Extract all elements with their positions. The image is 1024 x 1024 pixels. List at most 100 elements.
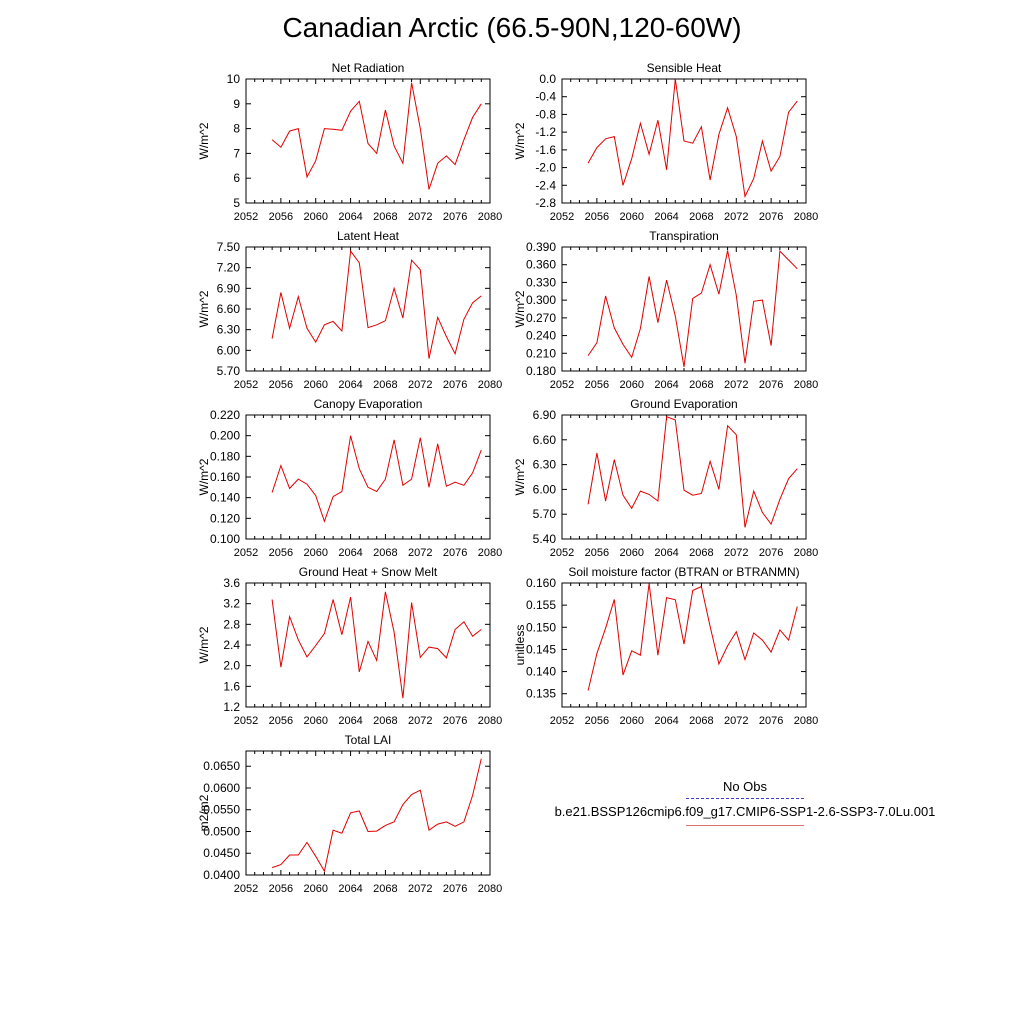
x-tick-label: 2080 <box>478 211 502 223</box>
panel-title: Transpiration <box>649 229 719 243</box>
x-tick-label: 2052 <box>234 379 258 391</box>
series-line <box>271 82 482 190</box>
plot-frame <box>561 246 807 372</box>
y-tick-label: -2.4 <box>535 178 556 192</box>
x-tick-label: 2052 <box>234 715 258 727</box>
x-tick-label: 2072 <box>408 547 432 559</box>
x-tick-label: 2064 <box>654 211 678 223</box>
x-tick-label: 2068 <box>373 715 397 727</box>
y-tick-label: 6 <box>233 171 240 185</box>
panel-title: Ground Heat + Snow Melt <box>299 565 438 579</box>
x-tick-label: 2052 <box>234 547 258 559</box>
x-tick-label: 2060 <box>303 715 327 727</box>
x-tick-label: 2056 <box>585 547 609 559</box>
x-tick-label: 2072 <box>724 379 748 391</box>
panel-title: Ground Evaporation <box>630 397 737 411</box>
x-tick-label: 2076 <box>443 883 467 895</box>
y-tick-label: 0.0550 <box>203 803 240 817</box>
y-tick-label: 5.40 <box>533 532 557 546</box>
y-tick-label: 0.180 <box>210 449 240 463</box>
y-tick-label: 6.90 <box>533 408 557 422</box>
x-tick-label: 2056 <box>269 715 293 727</box>
chart-panel: 2052 2056 2060 2064 2068 2072 2076 2080 0.0400 0.… <box>197 733 502 895</box>
y-tick-label: 3.2 <box>223 597 240 611</box>
y-axis-label: W/m^2 <box>197 290 211 327</box>
y-tick-label: 8 <box>233 122 240 136</box>
y-tick-label: -2.8 <box>535 196 556 210</box>
x-tick-label: 2060 <box>303 379 327 391</box>
legend-obs-line <box>686 798 804 799</box>
plot-frame <box>245 582 491 708</box>
series-line <box>587 583 798 691</box>
y-axis-label: W/m^2 <box>513 290 527 327</box>
y-tick-label: 3.6 <box>223 576 240 590</box>
y-tick-label: 6.00 <box>217 343 241 357</box>
y-axis-label: W/m^2 <box>513 122 527 159</box>
y-tick-label: 0.140 <box>526 665 556 679</box>
legend: No Obs b.e21.BSSP126cmip6.f09_g17.CMIP6-… <box>520 778 970 826</box>
y-tick-label: 0.100 <box>210 532 240 546</box>
y-tick-label: 0.200 <box>210 429 240 443</box>
x-tick-label: 2080 <box>478 715 502 727</box>
y-tick-label: 0.135 <box>526 687 556 701</box>
y-tick-label: 0.160 <box>526 576 556 590</box>
chart-panel: 2052 2056 2060 2064 2068 2072 2076 2080 1.2 1.6 2.… <box>197 565 502 727</box>
y-tick-label: 2.0 <box>223 659 240 673</box>
x-tick-label: 2080 <box>794 211 818 223</box>
panel-title: Total LAI <box>345 733 392 747</box>
x-tick-label: 2056 <box>269 211 293 223</box>
plot-frame <box>561 582 807 708</box>
y-tick-label: -0.8 <box>535 107 556 121</box>
y-tick-label: 1.2 <box>223 700 240 714</box>
y-tick-label: 7 <box>233 146 240 160</box>
x-tick-label: 2068 <box>689 547 713 559</box>
x-tick-label: 2068 <box>689 379 713 391</box>
x-tick-label: 2076 <box>759 379 783 391</box>
y-tick-label: -0.4 <box>535 90 556 104</box>
y-tick-label: 0.390 <box>526 240 556 254</box>
x-tick-label: 2076 <box>759 211 783 223</box>
y-tick-label: -1.6 <box>535 143 556 157</box>
y-tick-label: 0.160 <box>210 470 240 484</box>
x-tick-label: 2060 <box>303 883 327 895</box>
x-tick-label: 2068 <box>689 715 713 727</box>
y-tick-label: 0.120 <box>210 511 240 525</box>
series-line <box>271 435 482 523</box>
y-tick-label: 6.90 <box>217 281 241 295</box>
x-tick-label: 2064 <box>654 715 678 727</box>
y-tick-label: -1.2 <box>535 125 556 139</box>
y-tick-label: 0.300 <box>526 293 556 307</box>
chart-panel: 2052 2056 2060 2064 2068 2072 2076 2080 -2.8 -2.4… <box>513 61 818 223</box>
y-axis-label: W/m^2 <box>197 458 211 495</box>
x-tick-label: 2056 <box>269 379 293 391</box>
x-tick-label: 2072 <box>724 715 748 727</box>
x-tick-label: 2064 <box>338 547 362 559</box>
y-tick-label: 7.50 <box>217 240 241 254</box>
y-tick-label: 0.0400 <box>203 868 240 882</box>
y-tick-label: 0.220 <box>210 408 240 422</box>
plot-frame <box>245 78 491 204</box>
plot-frame <box>245 750 491 876</box>
x-tick-label: 2080 <box>794 715 818 727</box>
page-title: Canadian Arctic (66.5-90N,120-60W) <box>282 12 742 43</box>
x-tick-label: 2052 <box>550 211 574 223</box>
x-tick-label: 2064 <box>654 547 678 559</box>
x-tick-label: 2068 <box>373 211 397 223</box>
x-tick-label: 2060 <box>303 547 327 559</box>
plot-frame <box>561 414 807 540</box>
chart-panel: 2052 2056 2060 2064 2068 2072 2076 2080 5 6 7 8 9 10 N… <box>197 61 502 223</box>
y-tick-label: 0.0600 <box>203 781 240 795</box>
y-tick-label: 6.30 <box>217 323 241 337</box>
y-tick-label: 6.60 <box>533 433 557 447</box>
y-axis-label: W/m^2 <box>197 122 211 159</box>
y-tick-label: 6.60 <box>217 302 241 316</box>
series-line <box>271 249 482 359</box>
x-tick-label: 2052 <box>550 715 574 727</box>
chart-panel: 2052 2056 2060 2064 2068 2072 2076 2080 0.135 0.1… <box>513 565 818 727</box>
y-tick-label: 9 <box>233 97 240 111</box>
x-tick-label: 2056 <box>585 379 609 391</box>
y-tick-label: 0.270 <box>526 311 556 325</box>
y-tick-label: 0.0500 <box>203 824 240 838</box>
plot-frame <box>245 414 491 540</box>
